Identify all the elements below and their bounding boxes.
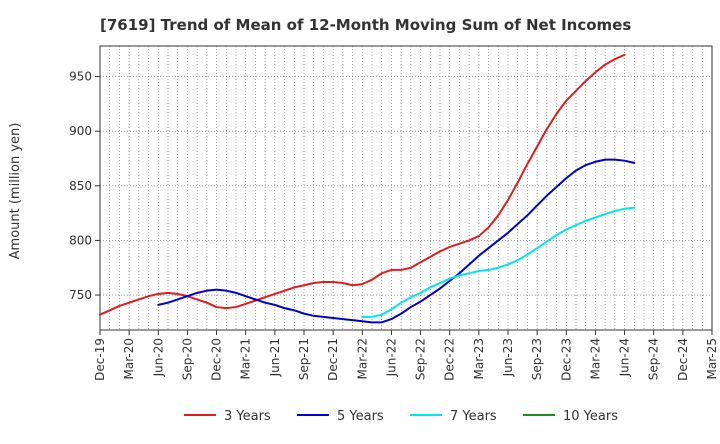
series-line-7-years xyxy=(361,206,636,318)
series-line-5-years xyxy=(157,158,636,324)
x-tick-label: Jun-24 xyxy=(618,338,632,377)
chart-title: [7619] Trend of Mean of 12-Month Moving … xyxy=(100,16,631,34)
y-tick-label: 950 xyxy=(69,70,92,84)
grid-lines xyxy=(100,46,712,330)
legend: 3 Years 5 Years 7 Years 10 Years xyxy=(184,409,618,424)
plot-area-frame xyxy=(99,45,713,331)
x-tick-label: Dec-21 xyxy=(326,338,340,381)
y-tick-label: 850 xyxy=(69,179,92,193)
legend-label: 7 Years xyxy=(450,409,497,424)
x-tick-label: Mar-24 xyxy=(588,338,602,379)
y-axis-ticks: 750 800 850 900 950 xyxy=(69,70,100,302)
x-tick-label: Mar-22 xyxy=(355,338,369,379)
x-tick-label: Sep-23 xyxy=(530,338,544,380)
x-tick-label: Mar-23 xyxy=(472,338,486,379)
y-tick-label: 900 xyxy=(69,124,92,138)
y-axis-label: Amount (million yen) xyxy=(8,123,23,260)
y-tick-label: 750 xyxy=(69,288,92,302)
x-tick-label: Jun-20 xyxy=(151,338,165,377)
x-tick-label: Mar-25 xyxy=(705,338,719,379)
x-tick-label: Jun-22 xyxy=(384,338,398,377)
x-tick-label: Dec-24 xyxy=(676,338,690,381)
x-axis-ticks: Dec-19 Mar-20 Jun-20 Sep-20 Dec-20 Mar-21 Jun-… xyxy=(93,330,719,381)
legend-label: 3 Years xyxy=(224,409,271,424)
x-tick-label: Dec-19 xyxy=(93,338,107,381)
x-tick-label: Sep-21 xyxy=(297,338,311,380)
legend-label: 5 Years xyxy=(337,409,384,424)
x-tick-label: Mar-20 xyxy=(122,338,136,379)
x-tick-label: Sep-20 xyxy=(180,338,194,380)
x-tick-label: Dec-20 xyxy=(210,338,224,381)
x-tick-label: Mar-21 xyxy=(239,338,253,379)
legend-label: 10 Years xyxy=(563,409,618,424)
x-tick-label: Jun-23 xyxy=(501,338,515,377)
x-tick-label: Dec-23 xyxy=(559,338,573,381)
x-tick-label: Jun-21 xyxy=(268,338,282,377)
series-lines xyxy=(99,53,636,324)
x-tick-label: Sep-24 xyxy=(647,338,661,380)
y-tick-label: 800 xyxy=(69,233,92,247)
x-tick-label: Dec-22 xyxy=(443,338,457,381)
x-tick-label: Sep-22 xyxy=(414,338,428,380)
